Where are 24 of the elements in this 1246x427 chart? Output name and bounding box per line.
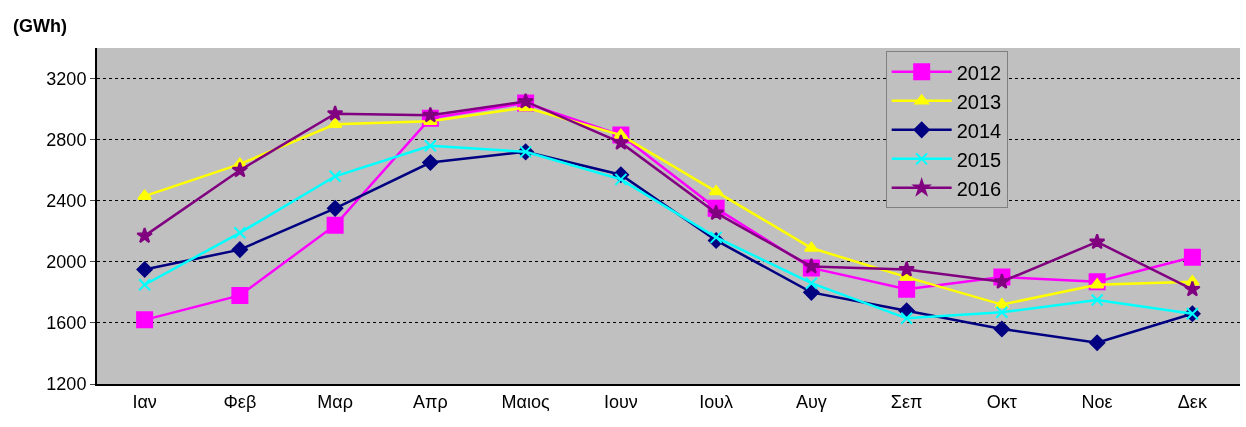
x-tick-label: Ιαν [132,391,157,412]
y-tick-label: 2000 [46,252,87,273]
x-tick-label: Μαρ [317,391,353,412]
legend-label: 2012 [956,61,1002,84]
legend-label: 2016 [956,177,1002,200]
y-tick-label: 1200 [46,374,87,395]
y-tick-label: 3200 [46,68,87,89]
x-tick-label: Νοε [1081,391,1113,412]
x-tick-label: Μαιος [501,391,550,412]
y-tick-label: 2800 [46,129,87,150]
y-axis-title: (GWh) [13,16,67,36]
x-tick-label: Σεπ [890,391,923,412]
y-tick-label: 1600 [46,313,87,334]
x-tick-label: Ιουν [603,391,638,412]
x-tick-label: Ιουλ [699,391,734,412]
legend-label: 2014 [956,119,1002,142]
x-tick-label: Φεβ [223,391,257,412]
x-tick-label: Οκτ [986,391,1017,412]
x-tick-label: Δεκ [1177,391,1208,412]
legend-label: 2013 [956,90,1002,113]
x-tick-label: Αυγ [795,391,827,412]
legend-label: 2015 [956,148,1002,171]
y-tick-label: 2400 [46,191,87,212]
x-tick-label: Απρ [413,391,448,412]
